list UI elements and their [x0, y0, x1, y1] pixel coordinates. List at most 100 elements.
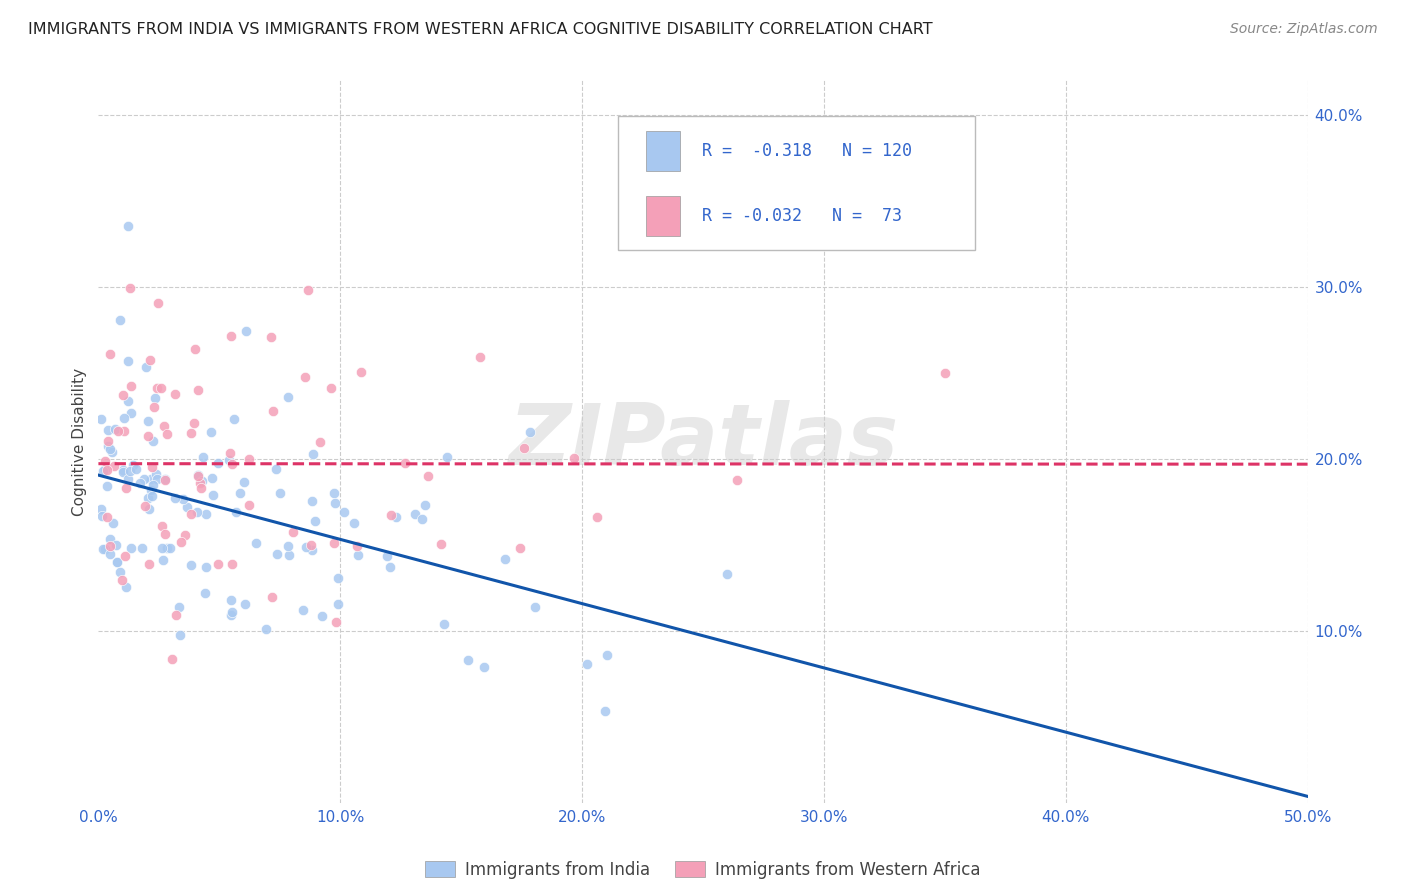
Point	[117, 219, 139, 234]
Point	[169, 600, 191, 615]
Point	[176, 500, 198, 514]
Point	[110, 565, 132, 579]
Point	[98, 547, 121, 561]
Point	[576, 657, 599, 671]
Point	[112, 410, 135, 425]
Point	[266, 547, 288, 561]
Point	[187, 383, 209, 397]
Point	[118, 281, 141, 295]
Point	[94, 462, 117, 476]
Point	[375, 549, 398, 563]
Point	[141, 459, 163, 474]
Point	[190, 475, 212, 489]
Point	[98, 442, 121, 456]
Point	[134, 500, 156, 514]
Point	[235, 324, 257, 338]
Point	[90, 412, 112, 426]
Point	[165, 491, 187, 505]
Point	[97, 423, 120, 437]
Point	[283, 524, 305, 539]
Point	[513, 442, 536, 456]
Point	[135, 359, 157, 374]
Point	[194, 586, 217, 600]
Point	[219, 608, 242, 623]
Point	[299, 538, 322, 552]
Point	[302, 447, 325, 461]
Point	[411, 512, 433, 526]
Point	[219, 446, 242, 460]
Point	[468, 350, 491, 364]
FancyBboxPatch shape	[647, 196, 681, 235]
Point	[145, 391, 167, 405]
Point	[207, 456, 229, 470]
Point	[193, 450, 215, 464]
Point	[174, 528, 197, 542]
Point	[195, 508, 218, 522]
Point	[433, 617, 456, 632]
Point	[188, 475, 211, 490]
Point	[93, 541, 115, 556]
Point	[277, 390, 299, 404]
Point	[143, 400, 166, 414]
Point	[96, 463, 118, 477]
Point	[308, 434, 330, 449]
Y-axis label: Cognitive Disability: Cognitive Disability	[72, 368, 87, 516]
Point	[278, 548, 301, 562]
Point	[346, 539, 368, 553]
Point	[190, 481, 212, 495]
Point	[134, 472, 156, 486]
Point	[117, 472, 139, 486]
Point	[221, 557, 243, 571]
Point	[380, 508, 402, 522]
Point	[404, 507, 426, 521]
Point	[311, 608, 333, 623]
Point	[91, 464, 114, 478]
Point	[350, 365, 373, 379]
Point	[152, 541, 174, 556]
Point	[142, 434, 165, 448]
Point	[262, 590, 284, 604]
Point	[224, 412, 246, 426]
Point	[394, 456, 416, 470]
Point	[494, 552, 516, 566]
Point	[105, 538, 128, 552]
Point	[93, 454, 115, 468]
Point	[120, 541, 142, 556]
Point	[472, 660, 495, 674]
Point	[139, 483, 162, 497]
Point	[233, 475, 256, 490]
Point	[436, 450, 458, 465]
Text: ZIPatlas: ZIPatlas	[508, 400, 898, 483]
Text: R = -0.032   N =  73: R = -0.032 N = 73	[702, 207, 901, 225]
Point	[111, 388, 134, 402]
Point	[183, 416, 205, 430]
Point	[519, 425, 541, 439]
Point	[325, 615, 347, 629]
Point	[120, 379, 142, 393]
Point	[152, 553, 174, 567]
Point	[297, 283, 319, 297]
Point	[429, 537, 451, 551]
Point	[201, 471, 224, 485]
Point	[245, 535, 267, 549]
Point	[146, 295, 169, 310]
Point	[343, 516, 366, 530]
Point	[155, 527, 177, 541]
Point	[160, 652, 183, 666]
Point	[153, 472, 176, 486]
Point	[225, 505, 247, 519]
Point	[319, 381, 342, 395]
Point	[138, 502, 160, 516]
Legend: Immigrants from India, Immigrants from Western Africa: Immigrants from India, Immigrants from W…	[419, 855, 987, 886]
Point	[207, 558, 229, 572]
Point	[716, 566, 738, 581]
Point	[238, 451, 260, 466]
Point	[380, 560, 402, 574]
Point	[725, 473, 748, 487]
Point	[385, 510, 408, 524]
Point	[202, 488, 225, 502]
Point	[301, 493, 323, 508]
Point	[139, 352, 162, 367]
Point	[585, 510, 607, 524]
Point	[120, 406, 142, 420]
